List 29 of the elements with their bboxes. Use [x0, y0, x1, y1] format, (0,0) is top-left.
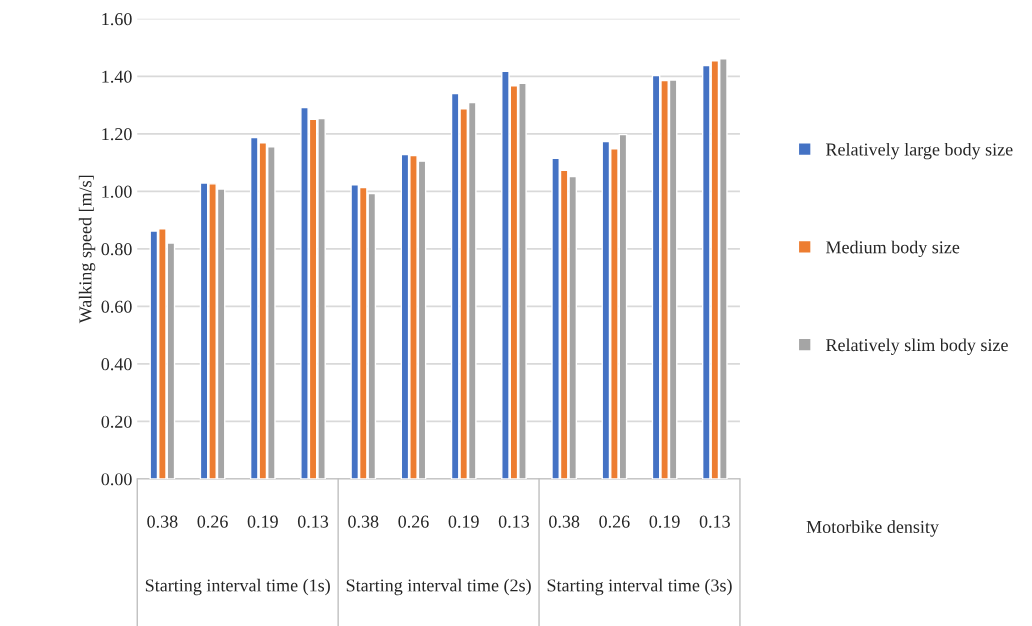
x-tick-label: 0.13 [699, 515, 730, 528]
text: Starting interval time (1s) [145, 578, 330, 596]
x-tick-label: 0.19 [649, 515, 680, 528]
x-tick-label: 0.26 [599, 515, 630, 528]
text: Starting interval time (2s) [346, 578, 531, 596]
y-tick-label: 0.00 [101, 473, 132, 486]
x-tick-label: 0.26 [197, 515, 228, 528]
legend-label: Relatively large body size [825, 142, 1013, 160]
y-tick-label: 0.60 [101, 300, 132, 313]
x-tick-label: 0.13 [498, 515, 530, 528]
legend-label: Medium body size [825, 240, 960, 258]
x-tick-label: 0.38 [147, 515, 178, 528]
x-tick-label: 0.13 [297, 515, 329, 528]
x-tick-label: 0.19 [448, 515, 479, 528]
y-tick-label: 1.60 [102, 13, 132, 26]
y-tick-label: 0.40 [101, 358, 132, 371]
x-tick-label: 0.38 [549, 515, 580, 528]
y-tick-label: 1.00 [102, 185, 132, 198]
y-tick-label: 1.20 [102, 128, 132, 141]
x-tick-label: 0.38 [348, 515, 379, 528]
x-tick-label: 0.19 [247, 515, 278, 528]
y-axis-title: Walking speed [m/s] [78, 175, 96, 324]
y-tick-label: 0.80 [101, 243, 132, 256]
y-tick-label: 0.20 [101, 415, 132, 428]
legend-label: Relatively slim body size [825, 338, 1008, 355]
x-axis-title: Motorbike density [806, 520, 939, 537]
x-tick-label: 0.26 [398, 515, 429, 528]
y-tick-label: 1.40 [102, 70, 132, 83]
text: Starting interval time (3s) [547, 578, 732, 596]
